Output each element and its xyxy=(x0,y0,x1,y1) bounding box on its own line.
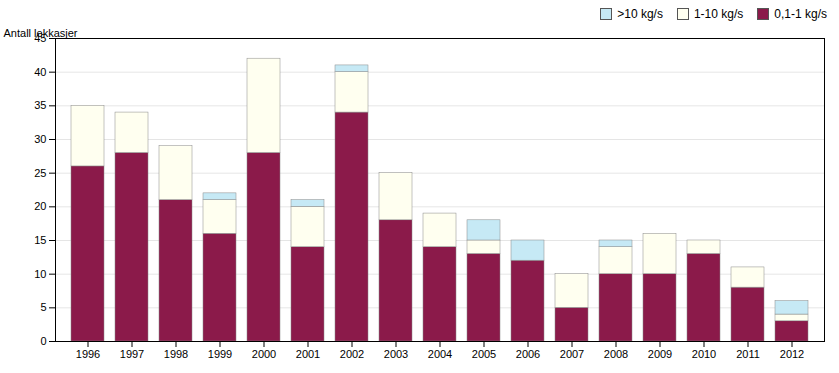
svg-text:Antall lekkasjer: Antall lekkasjer xyxy=(4,27,78,39)
svg-text:2010: 2010 xyxy=(692,348,716,360)
svg-text:2006: 2006 xyxy=(516,348,540,360)
svg-text:35: 35 xyxy=(34,99,46,111)
svg-text:2011: 2011 xyxy=(736,348,760,360)
svg-text:2008: 2008 xyxy=(604,348,628,360)
svg-text:40: 40 xyxy=(34,66,46,78)
svg-text:1997: 1997 xyxy=(120,348,144,360)
svg-text:2012: 2012 xyxy=(780,348,804,360)
svg-text:2002: 2002 xyxy=(340,348,364,360)
svg-text:2003: 2003 xyxy=(384,348,408,360)
svg-text:2004: 2004 xyxy=(428,348,452,360)
svg-text:2005: 2005 xyxy=(472,348,496,360)
svg-text:2000: 2000 xyxy=(252,348,276,360)
svg-text:10: 10 xyxy=(34,268,46,280)
svg-text:15: 15 xyxy=(34,234,46,246)
html-text:>10 kg/s: >10 kg/s xyxy=(617,7,663,21)
svg-text:0: 0 xyxy=(40,335,46,347)
svg-text:25: 25 xyxy=(34,167,46,179)
svg-text:2007: 2007 xyxy=(560,348,584,360)
svg-text:2001: 2001 xyxy=(296,348,320,360)
svg-text:1996: 1996 xyxy=(76,348,100,360)
svg-text:30: 30 xyxy=(34,133,46,145)
svg-text:1998: 1998 xyxy=(164,348,188,360)
svg-text:5: 5 xyxy=(40,301,46,313)
svg-text:20: 20 xyxy=(34,200,46,212)
svg-text:2009: 2009 xyxy=(648,348,672,360)
svg-text:1999: 1999 xyxy=(208,348,232,360)
html-text:1-10 kg/s: 1-10 kg/s xyxy=(693,7,744,21)
html-text:0,1-1 kg/s: 0,1-1 kg/s xyxy=(774,7,827,21)
